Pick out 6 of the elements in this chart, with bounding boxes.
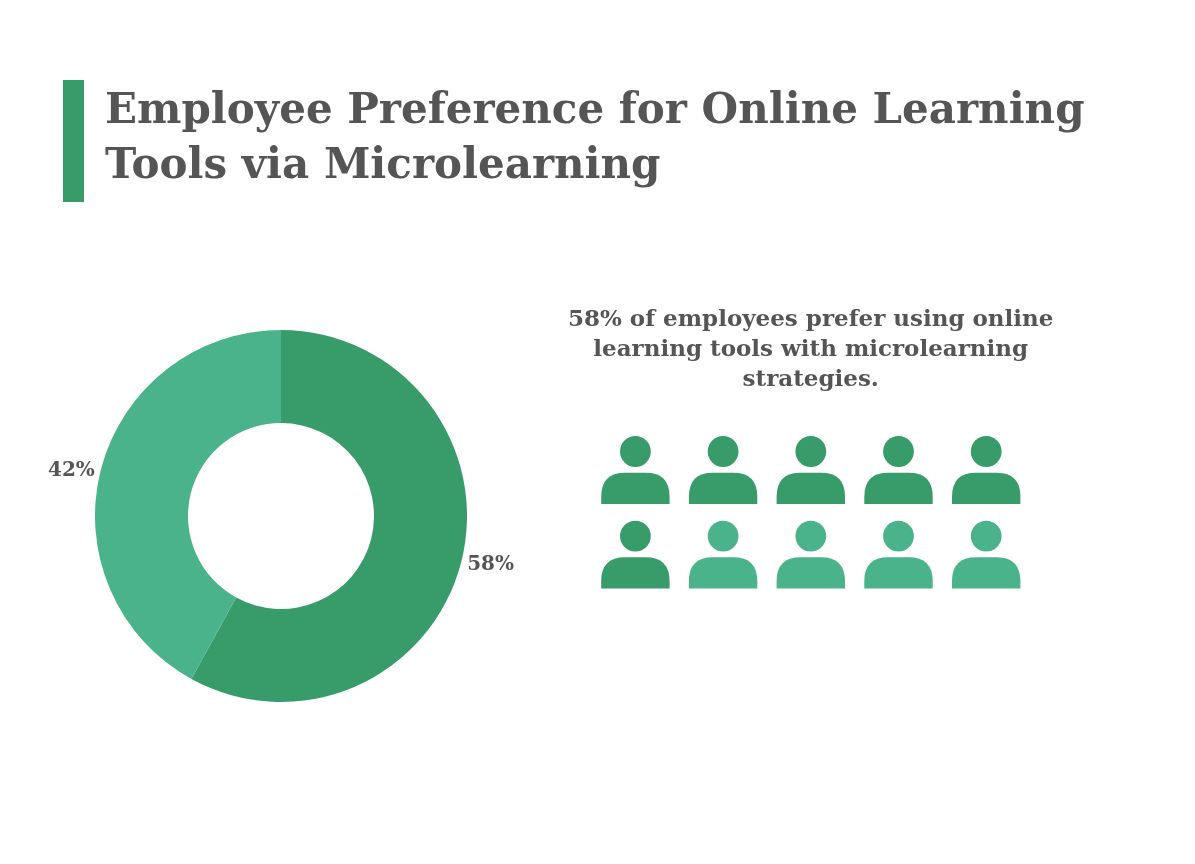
donut-slice: [95, 330, 281, 679]
data-label: 58%: [467, 551, 514, 575]
data-label: 42%: [48, 457, 95, 481]
chart-title: Employee Preference for Online Learning Tools via Microlearning: [105, 84, 1085, 188]
text: 58% of employees prefer using online learning tools with microlearning strategies.: [568, 304, 1054, 391]
donut-slice: [191, 330, 467, 702]
